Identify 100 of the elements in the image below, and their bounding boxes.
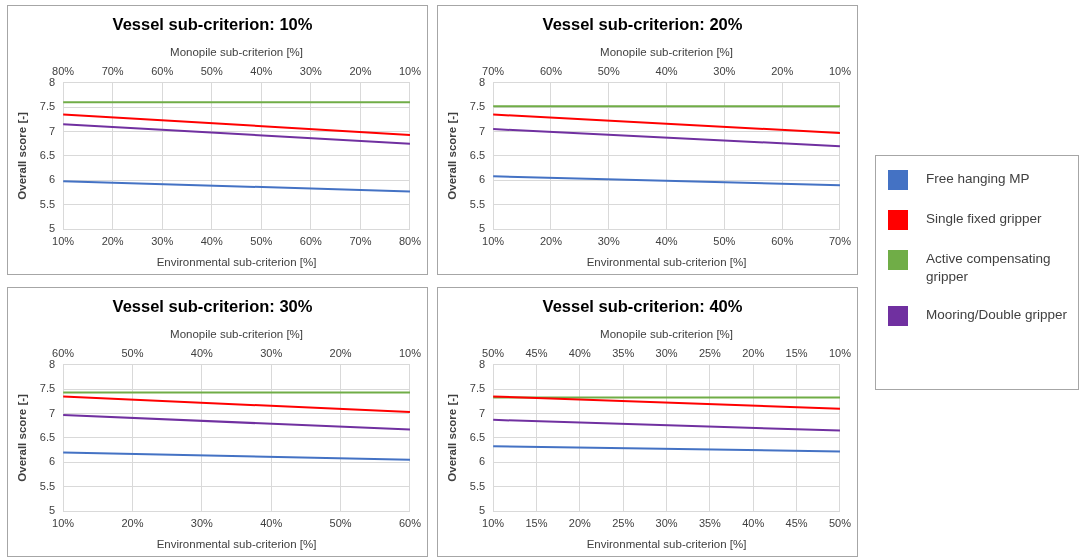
- y-tick-label: 8: [478, 357, 486, 370]
- x-tick-label: 10%: [52, 234, 75, 247]
- x2-tick-label: 40%: [250, 65, 273, 78]
- x2-tick-label: 70%: [482, 65, 505, 78]
- x-tick-label: 25%: [612, 516, 635, 529]
- y-tick-label: 8: [48, 75, 56, 88]
- x-tick-label: 70%: [349, 234, 372, 247]
- x2-tick-label: 15%: [785, 347, 808, 360]
- x2-tick-label: 10%: [828, 65, 852, 78]
- x-tick-label: 50%: [713, 234, 736, 247]
- legend-label: Active compensating gripper: [926, 250, 1052, 286]
- x2-tick-label: 40%: [190, 347, 214, 360]
- x2-tick-label: 35%: [612, 347, 635, 360]
- y-axis-title: Overall score [-]: [446, 111, 459, 200]
- x2-tick-label: 40%: [655, 65, 678, 78]
- y-tick-label: 7: [48, 406, 56, 419]
- x-tick-label: 20%: [539, 234, 563, 247]
- y-axis-title: Overall score [-]: [16, 111, 29, 200]
- x-tick-label: 10%: [482, 516, 505, 529]
- x-tick-label: 20%: [568, 516, 592, 529]
- y-tick-label: 5: [48, 504, 56, 517]
- x2-tick-label: 10%: [828, 347, 852, 360]
- x-tick-label: 40%: [200, 234, 223, 247]
- x-tick-label: 20%: [101, 234, 124, 247]
- x-tick-label: 40%: [655, 234, 678, 247]
- x-tick-label: 60%: [771, 234, 794, 247]
- legend-label: Free hanging MP: [926, 170, 1030, 188]
- y-tick-label: 5.5: [39, 197, 56, 210]
- x-tick-label: 30%: [655, 516, 678, 529]
- x2-tick-label: 80%: [52, 65, 75, 78]
- y-tick-label: 6.5: [39, 430, 56, 443]
- x-axis-title: Environmental sub-criterion [%]: [586, 256, 747, 269]
- x2-tick-label: 60%: [539, 65, 563, 78]
- x2-tick-label: 50%: [121, 347, 144, 360]
- x-tick-label: 30%: [190, 516, 214, 529]
- y-tick-label: 7: [48, 124, 56, 137]
- y-tick-label: 7: [478, 406, 486, 419]
- x2-tick-label: 30%: [299, 65, 323, 78]
- x2-axis-title: Monopile sub-criterion [%]: [600, 327, 734, 340]
- x2-tick-label: 20%: [771, 65, 794, 78]
- x-tick-label: 50%: [250, 234, 273, 247]
- chart-title: Vessel sub-criterion: 10%: [112, 15, 313, 34]
- x-tick-label: 50%: [828, 516, 852, 529]
- x2-tick-label: 50%: [482, 347, 505, 360]
- y-tick-label: 5.5: [469, 479, 486, 492]
- y-tick-label: 5.5: [39, 479, 56, 492]
- y-tick-label: 7: [478, 124, 486, 137]
- chart-title: Vessel sub-criterion: 30%: [112, 297, 313, 316]
- x-tick-label: 20%: [121, 516, 144, 529]
- y-axis-title: Overall score [-]: [16, 393, 29, 482]
- x-tick-label: 50%: [329, 516, 352, 529]
- x-tick-label: 60%: [299, 234, 323, 247]
- x-tick-label: 10%: [482, 234, 505, 247]
- y-tick-label: 5.5: [469, 197, 486, 210]
- legend-label: Single fixed gripper: [926, 210, 1042, 228]
- x2-tick-label: 20%: [742, 347, 765, 360]
- y-tick-label: 5: [478, 222, 486, 235]
- y-tick-label: 8: [478, 75, 486, 88]
- x-tick-label: 60%: [398, 516, 422, 529]
- chart-title: Vessel sub-criterion: 40%: [542, 297, 743, 316]
- y-tick-label: 7.5: [469, 100, 486, 113]
- x2-tick-label: 40%: [568, 347, 592, 360]
- x2-tick-label: 60%: [52, 347, 75, 360]
- x2-tick-label: 50%: [200, 65, 223, 78]
- x-tick-label: 40%: [260, 516, 283, 529]
- x-axis-title: Environmental sub-criterion [%]: [586, 538, 747, 551]
- y-tick-label: 6: [48, 173, 56, 186]
- y-tick-label: 7.5: [469, 382, 486, 395]
- x2-axis-title: Monopile sub-criterion [%]: [170, 45, 304, 58]
- x-axis-title: Environmental sub-criterion [%]: [156, 538, 317, 551]
- x2-tick-label: 70%: [101, 65, 124, 78]
- x2-axis-title: Monopile sub-criterion [%]: [600, 45, 734, 58]
- y-tick-label: 5: [48, 222, 56, 235]
- y-tick-label: 6: [48, 455, 56, 468]
- legend-label: Mooring/Double gripper: [926, 306, 1068, 324]
- x2-tick-label: 10%: [398, 347, 422, 360]
- y-tick-label: 7.5: [39, 100, 56, 113]
- x-tick-label: 30%: [151, 234, 174, 247]
- x2-tick-label: 25%: [698, 347, 722, 360]
- x2-tick-label: 50%: [597, 65, 620, 78]
- x-tick-label: 70%: [828, 234, 852, 247]
- y-tick-label: 6.5: [39, 148, 56, 161]
- x-tick-label: 35%: [698, 516, 722, 529]
- x2-tick-label: 30%: [655, 347, 678, 360]
- y-tick-label: 8: [48, 357, 56, 370]
- x2-tick-label: 30%: [713, 65, 736, 78]
- x2-tick-label: 60%: [151, 65, 174, 78]
- y-axis-title: Overall score [-]: [446, 393, 459, 482]
- x-tick-label: 30%: [597, 234, 620, 247]
- x2-tick-label: 30%: [260, 347, 283, 360]
- x2-tick-label: 10%: [398, 65, 422, 78]
- x-axis-title: Environmental sub-criterion [%]: [156, 256, 317, 269]
- x2-tick-label: 20%: [349, 65, 372, 78]
- x-tick-label: 10%: [52, 516, 75, 529]
- x-tick-label: 80%: [398, 234, 422, 247]
- y-tick-label: 6: [478, 173, 486, 186]
- chart-title: Vessel sub-criterion: 20%: [542, 15, 743, 34]
- x2-tick-label: 20%: [329, 347, 352, 360]
- x2-tick-label: 45%: [525, 347, 548, 360]
- y-tick-label: 5: [478, 504, 486, 517]
